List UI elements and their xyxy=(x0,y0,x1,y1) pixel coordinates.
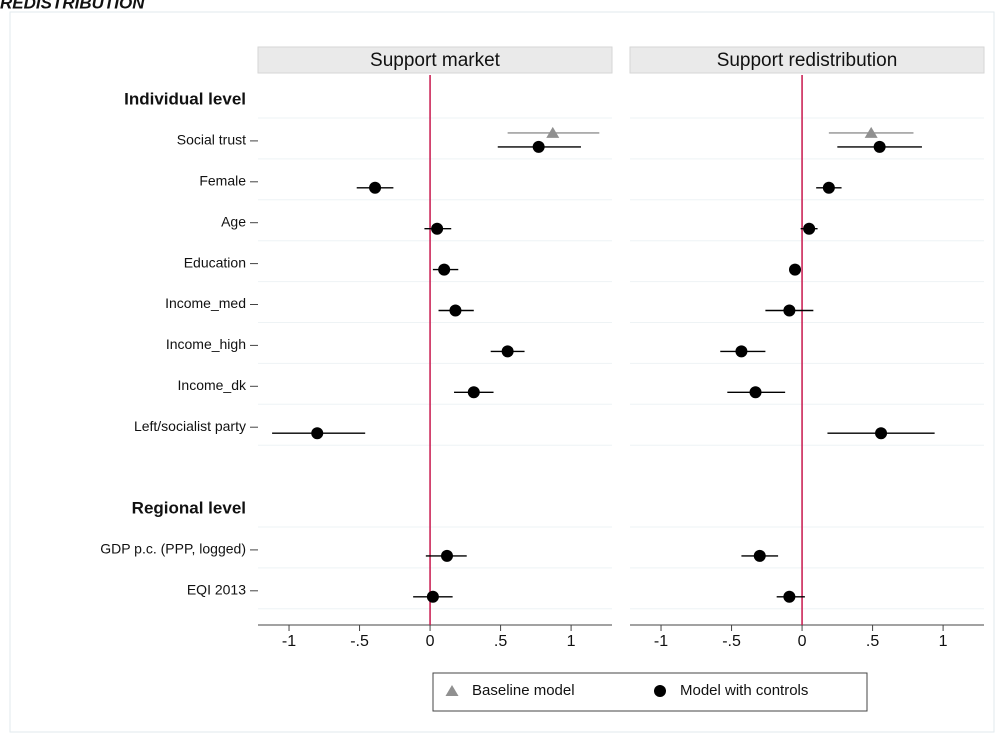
point xyxy=(546,126,560,138)
y-tick-label: Age xyxy=(221,213,246,229)
x-tick-label: -1 xyxy=(282,633,296,650)
x-tick-label: .5 xyxy=(494,633,507,650)
legend-label: Baseline model xyxy=(472,682,575,699)
point xyxy=(426,590,439,603)
point xyxy=(783,304,796,317)
point xyxy=(749,386,762,399)
point xyxy=(532,140,545,153)
point xyxy=(864,126,878,138)
point xyxy=(822,181,835,194)
x-tick-label: -.5 xyxy=(350,633,369,650)
legend-label: Model with controls xyxy=(680,682,808,699)
x-tick-label: 1 xyxy=(939,633,948,650)
y-tick-label: Income_high xyxy=(166,336,246,352)
x-tick-label: 0 xyxy=(798,633,807,650)
y-tick-label: Education xyxy=(184,254,246,270)
x-tick-label: 1 xyxy=(567,633,576,650)
legend xyxy=(432,672,868,712)
point xyxy=(789,263,802,276)
point xyxy=(438,263,451,276)
point xyxy=(873,140,886,153)
x-tick-label: -1 xyxy=(654,633,668,650)
group-label: Individual level xyxy=(124,89,246,108)
y-tick-label: GDP p.c. (PPP, logged) xyxy=(100,541,246,557)
y-tick-label: Left/socialist party xyxy=(134,418,246,434)
point xyxy=(803,222,816,235)
point xyxy=(501,345,514,358)
point xyxy=(875,427,888,440)
panel-header xyxy=(629,46,985,74)
panel-title: Support redistribution xyxy=(717,50,898,71)
y-tick-label: Social trust xyxy=(177,132,246,148)
point xyxy=(449,304,462,317)
chart-title: REDISTRIBUTION xyxy=(0,0,145,12)
group-label: Regional level xyxy=(132,498,246,517)
legend-marker xyxy=(654,685,666,697)
point xyxy=(311,427,324,440)
x-tick-label: -.5 xyxy=(722,633,741,650)
point xyxy=(467,386,480,399)
panel-title: Support market xyxy=(370,50,501,71)
chart-frame xyxy=(9,11,995,733)
y-tick-label: Female xyxy=(199,173,246,189)
panel-header xyxy=(257,46,613,74)
point xyxy=(431,222,444,235)
y-tick-label: Income_med xyxy=(165,295,246,311)
x-tick-label: 0 xyxy=(426,633,435,650)
point xyxy=(753,549,766,562)
point xyxy=(735,345,748,358)
y-tick-label: Income_dk xyxy=(178,377,247,393)
x-tick-label: .5 xyxy=(866,633,879,650)
point xyxy=(783,590,796,603)
y-tick-label: EQI 2013 xyxy=(187,582,246,598)
point xyxy=(369,181,382,194)
legend-marker xyxy=(445,685,459,696)
point xyxy=(440,549,453,562)
